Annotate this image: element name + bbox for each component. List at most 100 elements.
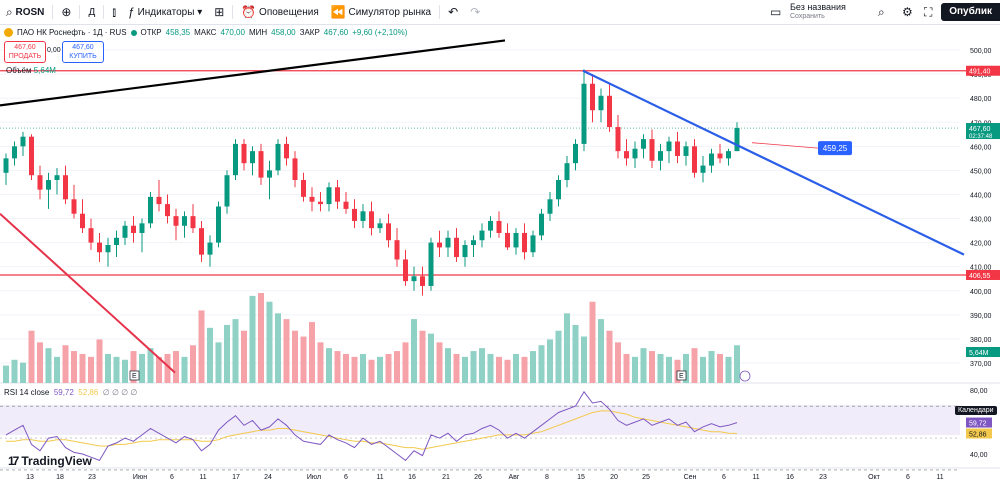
- chart-canvas[interactable]: 459,25 500,00490,00480,00470,00460,00450…: [0, 25, 1000, 484]
- layout-button[interactable]: ▭: [764, 0, 787, 24]
- sell-button[interactable]: 467,60 ПРОДАТЬ: [4, 41, 46, 63]
- candle-body: [105, 245, 111, 253]
- volume-tag-bg: [966, 347, 1000, 357]
- candle-body: [63, 175, 68, 200]
- volume-bar: [300, 336, 307, 383]
- volume-bar: [657, 353, 664, 383]
- compare-symbol-button[interactable]: ⊕: [55, 0, 77, 24]
- candle-body: [241, 143, 247, 164]
- volume-bar: [173, 351, 179, 383]
- price-tick-label: 370,00: [970, 361, 992, 368]
- drawings-layer[interactable]: 459,25: [0, 39, 965, 374]
- candle-body: [411, 276, 417, 282]
- rsi-legend-value: 59,72: [53, 388, 74, 397]
- sell-price: 467,60: [14, 44, 36, 51]
- candle-body: [97, 242, 102, 253]
- time-tick-label: Июн: [133, 474, 147, 481]
- candle-body: [233, 143, 238, 176]
- legend-bar: ПАО НК Роснефть · 1Д · RUS ОТКР 458,35 МА…: [4, 28, 407, 37]
- save-label: Сохранить: [790, 13, 825, 20]
- save-layout-button[interactable]: Без названия Сохранить: [790, 2, 846, 22]
- candle-body: [496, 220, 502, 233]
- tradingview-logo[interactable]: 17 TradingView: [8, 454, 92, 468]
- candle-body: [547, 199, 553, 214]
- levels-layer: [0, 70, 966, 276]
- volume-bar: [283, 319, 290, 383]
- volume-bar: [258, 293, 264, 383]
- symbol-search-button[interactable]: ⌕ ROSN: [0, 0, 50, 24]
- time-tick-label: 15: [577, 474, 585, 481]
- volume-bar: [326, 348, 332, 383]
- time-tick-label: 13: [26, 474, 34, 481]
- volume-bar: [79, 353, 86, 383]
- volume-bar: [45, 348, 52, 383]
- candle-body: [88, 228, 94, 243]
- fullscreen-button[interactable]: ⛶: [918, 0, 938, 24]
- volume-bar: [581, 336, 587, 383]
- volume-bar: [62, 345, 69, 383]
- volume-bar: [623, 353, 630, 383]
- candles-icon: ⫾: [112, 4, 117, 19]
- price-pane-bg: [0, 25, 960, 383]
- grid-icon: ⊞: [214, 5, 225, 19]
- toolbar-divider: [103, 5, 105, 19]
- buy-button[interactable]: 467,60 КУПИТЬ: [62, 41, 104, 63]
- candle-body: [590, 83, 595, 111]
- price-tag-bg: [966, 269, 1000, 280]
- alerts-label: Оповещения: [259, 6, 319, 18]
- legend-title[interactable]: ПАО НК Роснефть · 1Д · RUS: [17, 28, 127, 37]
- rosneft-logo-icon: [4, 28, 13, 37]
- volume-bar: [249, 295, 256, 383]
- volume-legend[interactable]: Объём 5,64M: [6, 66, 56, 75]
- interval-button[interactable]: Д: [82, 0, 101, 24]
- candle-body: [394, 240, 400, 260]
- alerts-button[interactable]: ⏰ Оповещения: [235, 0, 324, 24]
- time-tick-label: 6: [170, 474, 174, 481]
- price-tick-label: 410,00: [970, 265, 992, 272]
- time-tick-label: Окт: [868, 474, 881, 481]
- replay-button[interactable]: ⏪ Симулятор рынка: [325, 0, 437, 24]
- replay-label: Симулятор рынка: [348, 6, 432, 18]
- volume-bar: [139, 353, 145, 383]
- replay-icon: ⏪: [330, 5, 346, 19]
- time-tick-label: 8: [545, 474, 549, 481]
- candle-body: [530, 235, 536, 253]
- black-trendline: [0, 39, 506, 107]
- toolbar-divider: [439, 5, 441, 19]
- volume-bar: [3, 365, 9, 383]
- volume-bar: [487, 353, 494, 383]
- undo-button[interactable]: ↶: [442, 0, 464, 24]
- time-tick-label: 25: [642, 474, 650, 481]
- redo-icon: ↷: [470, 5, 481, 19]
- publish-button[interactable]: Опублик: [941, 3, 1000, 21]
- volume-bar: [453, 353, 460, 383]
- price-tick-label: 420,00: [970, 241, 992, 248]
- candle-body: [250, 151, 255, 164]
- indicators-button[interactable]: ƒ Индикаторы ▾: [122, 0, 208, 24]
- price-tag-bg: [966, 123, 1000, 140]
- rsi-tag-bg: [966, 417, 992, 428]
- earnings-marker-label: E: [132, 373, 137, 380]
- volume-bar: [445, 348, 451, 383]
- redo-button[interactable]: ↷: [464, 0, 486, 24]
- volume-bar: [394, 351, 400, 383]
- volume-bar: [105, 353, 111, 383]
- chart-type-button[interactable]: ⫾: [106, 0, 122, 24]
- candle-body: [675, 141, 680, 156]
- rsi-ma-line: [6, 410, 738, 450]
- settings-button[interactable]: ⚙: [896, 0, 919, 24]
- volume-bar: [360, 353, 366, 383]
- candle-body: [292, 158, 298, 181]
- candle-body: [479, 230, 485, 241]
- layout-templates-button[interactable]: ⊞: [208, 0, 230, 24]
- volume-bar: [241, 330, 247, 383]
- candle-body: [573, 143, 578, 164]
- volume-bar: [572, 324, 579, 383]
- volume-bar: [164, 353, 171, 383]
- rsi-legend[interactable]: RSI 14 close 59,72 52,86 ∅ ∅ ∅ ∅: [4, 388, 137, 397]
- layout-icon: ▭: [770, 5, 782, 19]
- candle-body: [173, 216, 179, 226]
- earnings-marker-label: E: [679, 373, 684, 380]
- calendar-tag[interactable]: Календари: [955, 406, 997, 415]
- quick-search-button[interactable]: ⌕: [872, 0, 891, 24]
